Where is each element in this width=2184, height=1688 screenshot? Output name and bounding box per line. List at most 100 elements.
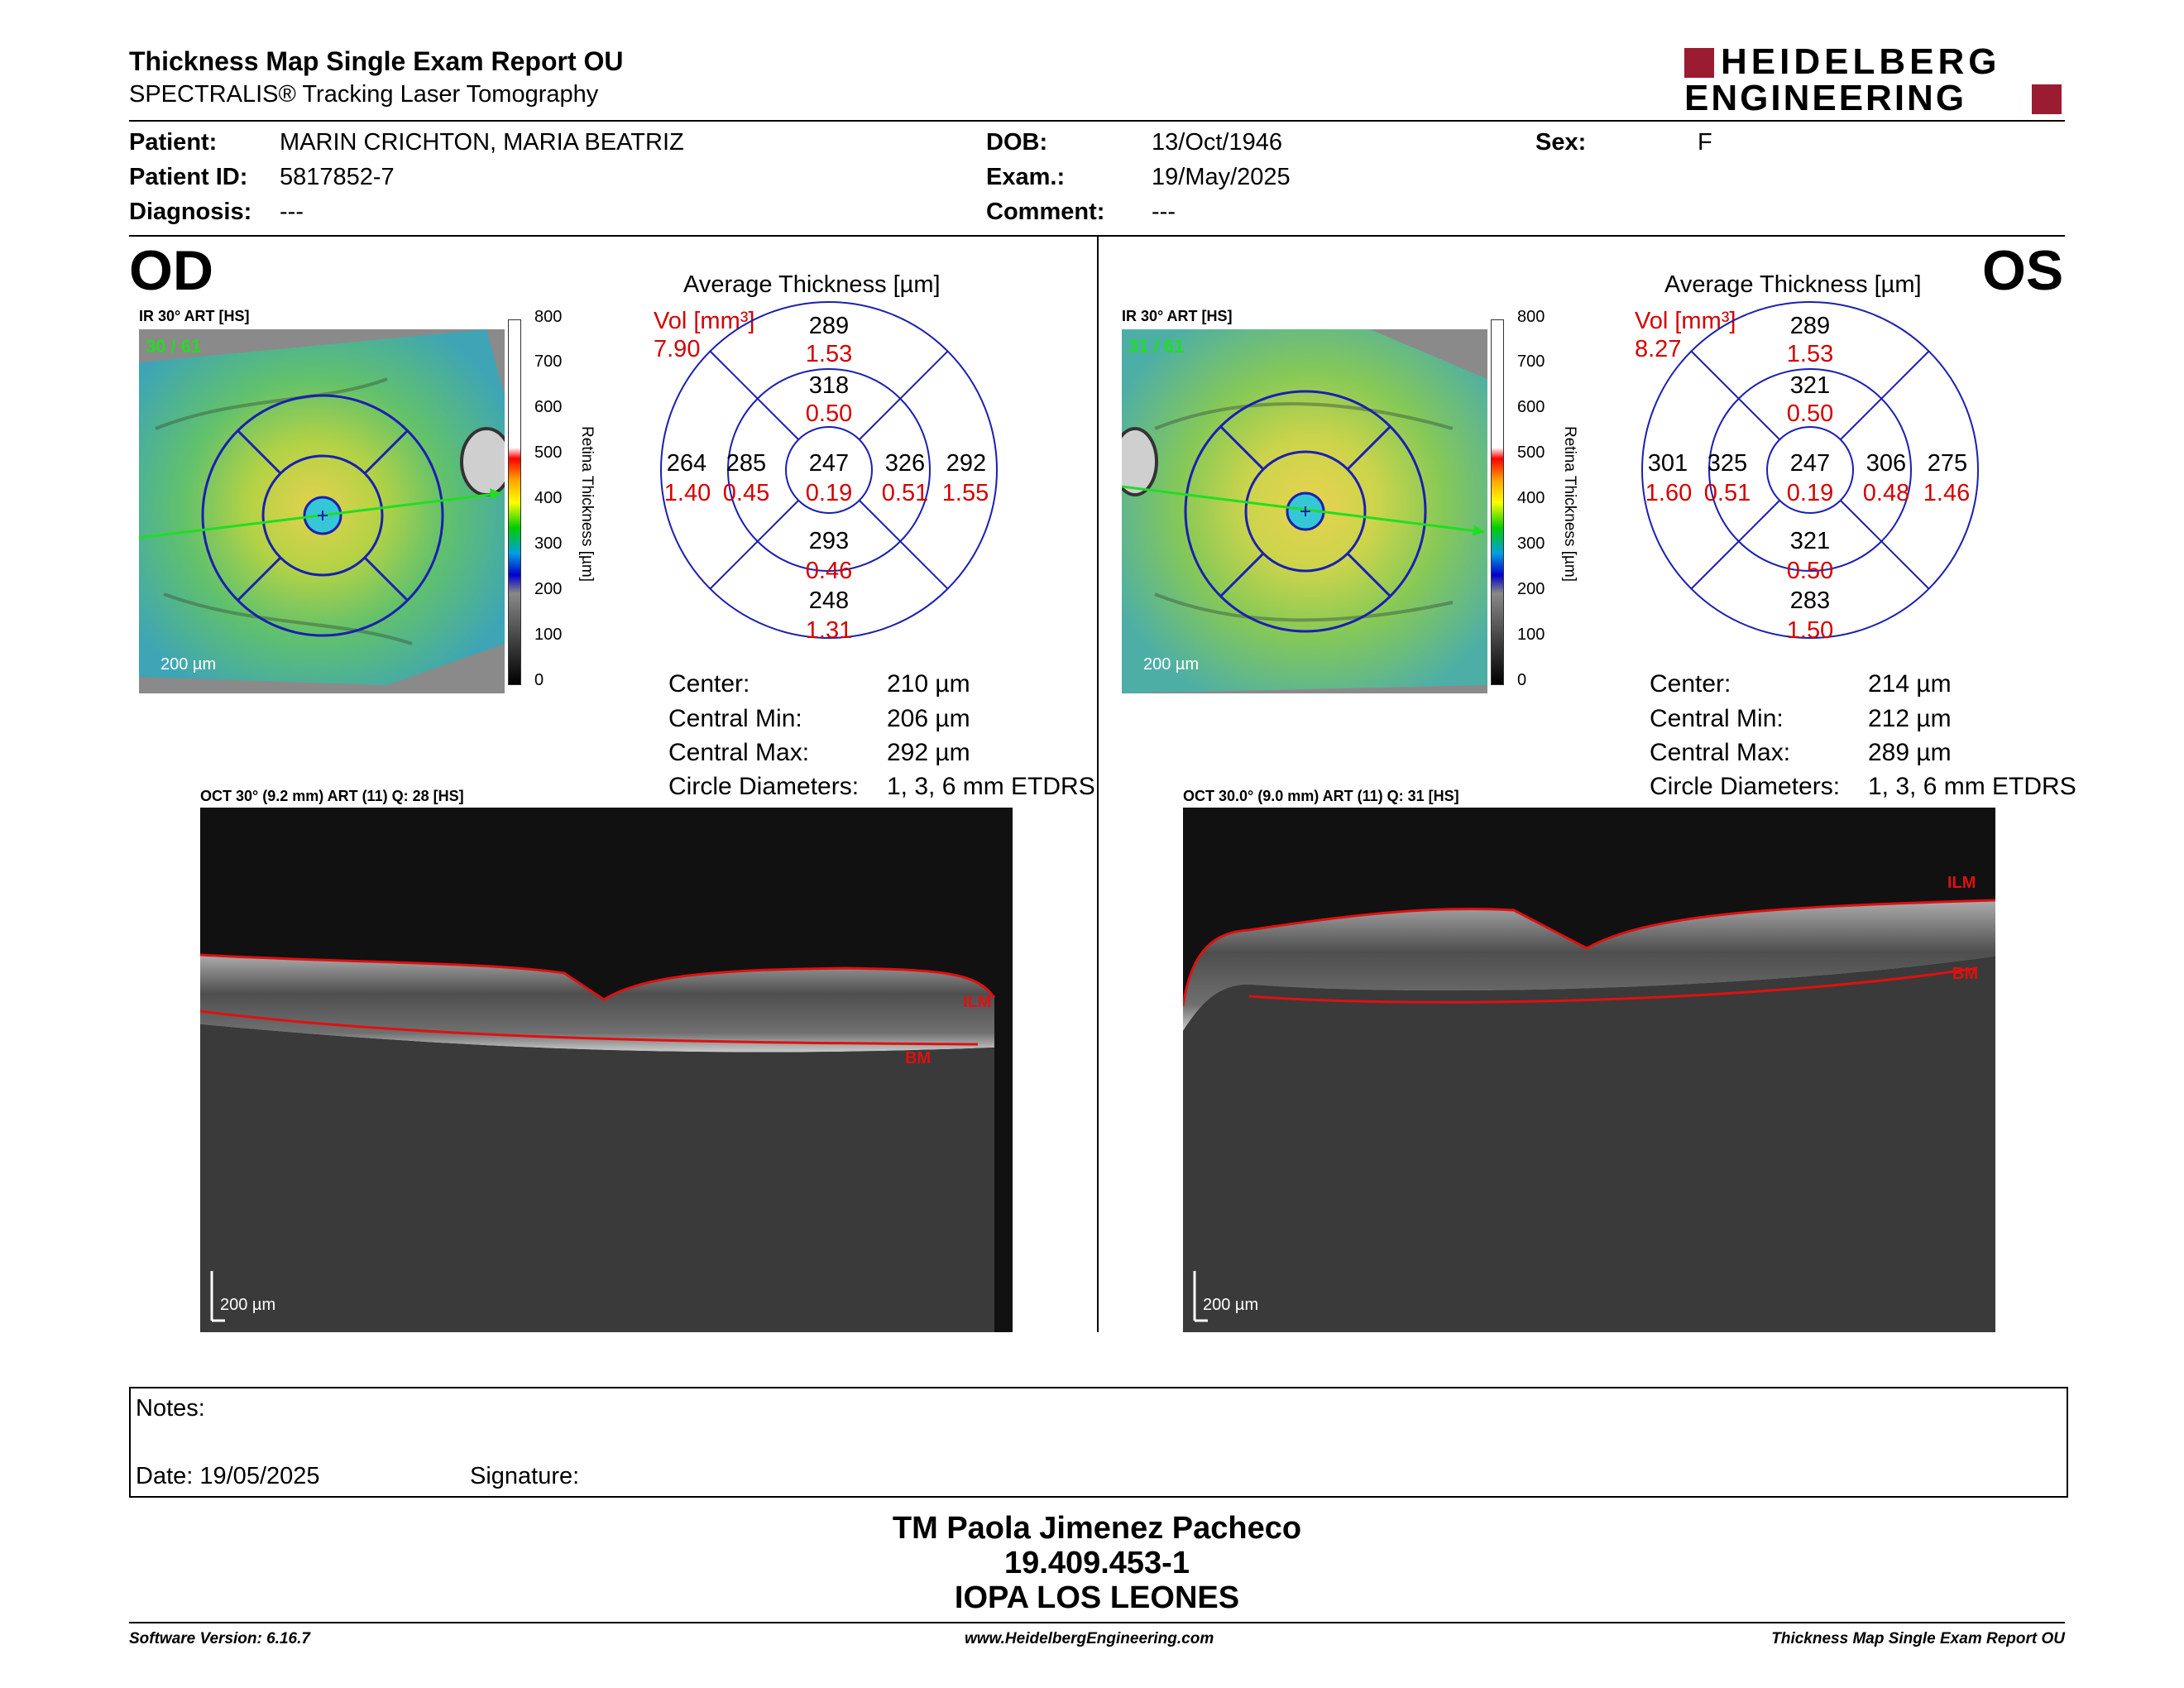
- os-outer-sup-vol: 1.53: [1786, 341, 1834, 367]
- header-rule-bottom: [129, 235, 2065, 237]
- od-inner-left-vol: 0.45: [722, 480, 770, 506]
- sex-label: Sex:: [1535, 129, 1587, 156]
- report-title: Thickness Map Single Exam Report OU: [129, 46, 624, 76]
- os-center-value: 214 µm: [1868, 670, 1952, 698]
- od-circ-label: Circle Diameters:: [668, 773, 860, 800]
- od-cb-200: 200: [534, 580, 563, 598]
- od-map-frames: 30 / 61: [146, 336, 202, 357]
- os-outer-right: 275: [1927, 450, 1968, 477]
- os-map-frames: 31 / 61: [1128, 336, 1185, 357]
- os-center: 247: [1789, 450, 1831, 477]
- os-cb-300: 300: [1517, 535, 1545, 553]
- od-max-value: 292 µm: [887, 739, 970, 766]
- sex-value: F: [1698, 129, 1712, 156]
- os-circ-label: Circle Diameters:: [1650, 773, 1841, 800]
- od-map-scale: 200 µm: [160, 655, 217, 674]
- od-cb-800: 800: [534, 308, 563, 326]
- os-inner-right-vol: 0.48: [1862, 480, 1910, 506]
- od-cb-300: 300: [534, 535, 563, 553]
- notes-box: Notes: Date: 19/05/2025 Signature:: [129, 1387, 2068, 1498]
- os-inner-left-vol: 0.51: [1703, 480, 1751, 506]
- od-outer-inf: 248: [808, 587, 850, 614]
- footer-report-name: Thickness Map Single Exam Report OU: [1771, 1630, 2065, 1647]
- od-outer-inf-vol: 1.31: [805, 617, 853, 644]
- os-etdrs-chart: [1638, 298, 1982, 642]
- os-cb-200: 200: [1517, 580, 1545, 598]
- od-outer-sup-vol: 1.53: [805, 341, 853, 367]
- od-outer-right: 292: [946, 450, 987, 477]
- od-inner-sup-vol: 0.50: [805, 400, 853, 427]
- od-max-label: Central Max:: [668, 739, 810, 766]
- os-min-value: 212 µm: [1868, 705, 1952, 732]
- os-inner-right: 306: [1866, 450, 1907, 477]
- os-outer-inf-vol: 1.50: [1786, 617, 1834, 644]
- od-etdrs-chart: [657, 298, 1001, 642]
- os-outer-left: 301: [1647, 450, 1688, 477]
- os-inner-left: 325: [1707, 450, 1748, 477]
- footer-rule: [129, 1622, 2065, 1623]
- od-outer-left: 264: [666, 450, 707, 477]
- od-cb-100: 100: [534, 626, 563, 644]
- od-chart-title: Average Thickness [µm]: [683, 271, 941, 298]
- od-inner-left: 285: [726, 450, 767, 477]
- od-oct-scan: ILM BM 200 µm: [200, 808, 1013, 1332]
- os-chart-title: Average Thickness [µm]: [1664, 271, 1922, 298]
- exam-value: 19/May/2025: [1152, 164, 1291, 190]
- os-min-label: Central Min:: [1650, 705, 1784, 732]
- os-center-vol: 0.19: [1786, 480, 1834, 506]
- os-inner-inf-vol: 0.50: [1786, 558, 1834, 584]
- patient-name: MARIN CRICHTON, MARIA BEATRIZ: [280, 129, 684, 156]
- comment-value: ---: [1152, 199, 1176, 225]
- os-map-scale: 200 µm: [1143, 655, 1200, 674]
- software-version: Software Version: 6.16.7: [129, 1630, 310, 1647]
- od-cb-0: 0: [534, 671, 544, 689]
- od-inner-right: 326: [884, 450, 926, 477]
- eye-label-od: OD: [129, 239, 213, 302]
- dob-value: 13/Oct/1946: [1152, 129, 1282, 156]
- patient-id-label: Patient ID:: [129, 164, 248, 190]
- diagnosis-label: Diagnosis:: [129, 199, 252, 225]
- od-vol-value: 7.90: [654, 336, 701, 362]
- comment-label: Comment:: [986, 199, 1105, 225]
- website-link[interactable]: www.HeidelbergEngineering.com: [965, 1630, 1214, 1647]
- patient-id: 5817852-7: [280, 164, 395, 190]
- os-oct-scale: 200 µm: [1203, 1296, 1259, 1314]
- od-center: 247: [808, 450, 850, 477]
- od-inner-sup: 318: [808, 372, 850, 399]
- od-center-value: 210 µm: [887, 670, 970, 698]
- os-max-value: 289 µm: [1868, 739, 1952, 766]
- os-cb-600: 600: [1517, 398, 1545, 416]
- od-inner-inf-vol: 0.46: [805, 558, 853, 584]
- od-bm-label: BM: [905, 1049, 932, 1067]
- os-outer-right-vol: 1.46: [1923, 480, 1971, 506]
- notes-date: Date: 19/05/2025: [136, 1463, 320, 1489]
- logo-line1: HEIDELBERG: [1721, 41, 2001, 82]
- os-cb-400: 400: [1517, 489, 1545, 507]
- od-circ-value: 1, 3, 6 mm ETDRS: [887, 773, 1095, 800]
- od-cb-400: 400: [534, 489, 563, 507]
- os-cb-500: 500: [1517, 444, 1545, 462]
- signer-id: 19.409.453-1: [1004, 1546, 1190, 1580]
- os-outer-inf: 283: [1789, 587, 1831, 614]
- os-map-title: IR 30° ART [HS]: [1122, 308, 1233, 324]
- report-subtitle: SPECTRALIS® Tracking Laser Tomography: [129, 81, 599, 108]
- os-cb-100: 100: [1517, 626, 1545, 644]
- os-cb-800: 800: [1517, 308, 1545, 326]
- os-ilm-label: ILM: [1947, 874, 1976, 892]
- od-outer-sup: 289: [808, 313, 850, 339]
- od-thickness-map: 30 / 61 200 µm: [138, 329, 513, 693]
- os-outer-left-vol: 1.60: [1645, 480, 1693, 506]
- od-colorbar-label: Retina Thickness [µm]: [578, 426, 596, 582]
- os-oct-title: OCT 30.0° (9.0 mm) ART (11) Q: 31 [HS]: [1183, 788, 1459, 804]
- od-map-title: IR 30° ART [HS]: [139, 308, 250, 324]
- od-vol-label: Vol [mm³]: [654, 308, 755, 334]
- od-colorbar: [508, 319, 521, 685]
- os-colorbar-label: Retina Thickness [µm]: [1561, 426, 1578, 582]
- od-center-vol: 0.19: [805, 480, 853, 506]
- notes-label: Notes:: [136, 1395, 205, 1422]
- eye-label-os: OS: [1982, 239, 2064, 302]
- od-outer-left-vol: 1.40: [663, 480, 711, 506]
- od-oct-scale: 200 µm: [220, 1296, 276, 1314]
- signer-name: TM Paola Jimenez Pacheco: [892, 1511, 1302, 1546]
- od-oct-title: OCT 30° (9.2 mm) ART (11) Q: 28 [HS]: [200, 788, 464, 804]
